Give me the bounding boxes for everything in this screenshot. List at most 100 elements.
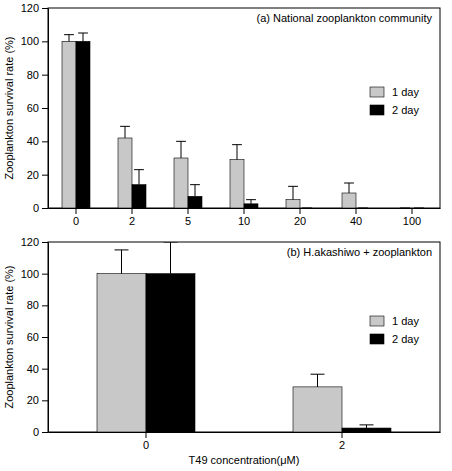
y-tick-label: 100	[21, 268, 39, 280]
error-cap	[176, 141, 186, 142]
y-tick-label: 60	[27, 102, 39, 114]
legend: 1 day2 day	[370, 86, 419, 116]
error-line	[195, 185, 196, 197]
x-tick: 5	[185, 208, 191, 227]
plot-area	[97, 242, 391, 432]
y-tick: 20	[27, 394, 48, 406]
error-bar	[414, 208, 424, 209]
bar	[300, 208, 314, 209]
legend-swatch	[370, 87, 384, 97]
bar	[244, 204, 258, 208]
bar	[342, 428, 391, 432]
y-axis-line	[48, 9, 49, 209]
x-axis-title: T49 concentration(μM)	[189, 454, 300, 466]
x-axis-line	[49, 432, 441, 433]
error-line	[237, 145, 238, 160]
y-axis: 020406080100120	[21, 2, 49, 214]
error-cap	[414, 208, 424, 209]
x-tick-label: 5	[185, 215, 191, 227]
error-cap	[288, 186, 298, 187]
error-line	[349, 183, 350, 193]
y-tick-label: 80	[27, 299, 39, 311]
error-bar	[288, 186, 298, 199]
bar	[62, 41, 76, 208]
y-tick-label: 100	[21, 35, 39, 47]
x-tick-mark	[76, 208, 77, 214]
error-cap	[232, 144, 242, 145]
bar	[293, 387, 342, 432]
y-tick-mark	[42, 274, 48, 275]
y-tick-label: 0	[33, 202, 39, 214]
y-tick-mark	[42, 175, 48, 176]
x-tick: 0	[73, 208, 79, 227]
x-tick-label: 100	[403, 215, 421, 227]
title: (b) H.akashiwo + zooplankton	[287, 246, 432, 258]
bar	[97, 274, 146, 432]
legend-swatch	[370, 105, 384, 115]
y-tick-label: 40	[27, 363, 39, 375]
error-bar	[190, 185, 200, 197]
y-tick: 60	[27, 102, 48, 114]
bar	[342, 193, 356, 208]
error-cap	[115, 249, 129, 250]
panel: 0 20 40 60 80 100 120 02 (b) H.akashiwo + zoopla…	[3, 236, 441, 466]
error-bar	[246, 200, 256, 204]
error-bar	[64, 35, 74, 42]
error-bar	[134, 170, 144, 185]
chart: 020406080100120025102040100(a) National …	[0, 0, 452, 471]
y-tick: 120	[21, 2, 48, 14]
y-tick: 120	[21, 236, 48, 248]
x-tick-mark	[412, 208, 413, 214]
plot-frame	[48, 8, 440, 208]
bar	[146, 274, 195, 432]
error-bar	[302, 208, 312, 209]
error-cap	[120, 126, 130, 127]
error-line	[251, 200, 252, 204]
x-tick-mark	[132, 208, 133, 214]
error-line	[139, 170, 140, 185]
y-tick-label: 80	[27, 69, 39, 81]
error-bar	[232, 145, 242, 160]
legend: 1 day2 day	[370, 315, 419, 345]
bar	[132, 185, 146, 208]
y-tick: 100	[21, 268, 48, 280]
y-tick-label: 60	[27, 331, 39, 343]
error-bar	[311, 374, 325, 387]
y-tick-label: 120	[21, 236, 39, 248]
panel: 020406080100120025102040100(a) National …	[3, 2, 441, 227]
x-tick: 2	[339, 432, 345, 451]
x-tick: 40	[350, 208, 362, 227]
bar	[174, 158, 188, 208]
bar	[286, 200, 300, 208]
x-tick-mark	[244, 208, 245, 214]
error-bar	[358, 208, 368, 209]
x-tick-label: 0	[73, 215, 79, 227]
legend-label: 2 day	[392, 333, 419, 345]
x-tick-mark	[146, 432, 147, 438]
x-tick-label: 40	[350, 215, 362, 227]
x-tick-mark	[356, 208, 357, 214]
x-axis: 02	[49, 432, 441, 451]
y-tick-mark	[42, 208, 48, 209]
error-cap	[311, 374, 325, 375]
legend-label: 2 day	[392, 104, 419, 116]
y-tick-mark	[42, 75, 48, 76]
error-bar	[344, 183, 354, 193]
legend-swatch	[370, 316, 384, 326]
y-tick-label: 20	[27, 169, 39, 181]
legend-swatch	[370, 334, 384, 344]
y-tick: 100	[21, 35, 48, 47]
x-tick-label: 20	[294, 215, 306, 227]
error-bar	[120, 126, 130, 138]
error-bar	[400, 208, 410, 209]
error-bar	[78, 33, 88, 41]
x-axis: 025102040100	[49, 208, 441, 227]
error-cap	[400, 208, 410, 209]
y-tick: 20	[27, 169, 48, 181]
y-tick-mark	[42, 108, 48, 109]
x-tick: 0	[143, 432, 149, 451]
x-tick-mark	[342, 432, 343, 438]
error-cap	[360, 424, 374, 425]
y-tick: 60	[27, 331, 48, 343]
series	[146, 242, 391, 432]
